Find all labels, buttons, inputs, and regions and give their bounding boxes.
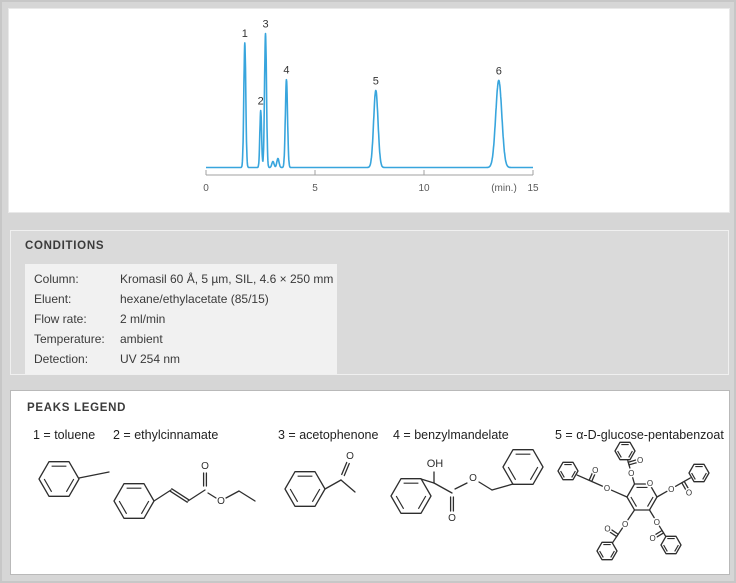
condition-label: Column: (34, 272, 79, 286)
svg-text:O: O (647, 479, 653, 488)
svg-text:O: O (448, 513, 456, 524)
svg-text:O: O (637, 456, 643, 465)
legend-item-label: 5 = α-D-glucose-pentabenzoat (555, 428, 724, 442)
x-tick-label: 0 (203, 183, 209, 194)
svg-text:O: O (346, 451, 354, 462)
conditions-table: Column: Kromasil 60 Å, 5 µm, SIL, 4.6 × … (25, 264, 337, 374)
svg-text:O: O (686, 489, 692, 498)
condition-value: UV 254 nm (120, 352, 181, 366)
svg-text:O: O (592, 466, 598, 475)
condition-label: Detection: (34, 352, 89, 366)
peak-number-label: 2 (258, 96, 264, 108)
svg-text:O: O (201, 461, 209, 472)
toluene-structure (38, 461, 110, 497)
peaks-legend-title: PEAKS LEGEND (27, 402, 127, 414)
svg-text:O: O (604, 525, 610, 534)
svg-text:OH: OH (427, 458, 444, 470)
table-row: Temperature: ambient (25, 329, 337, 349)
peak-number-label: 4 (283, 65, 289, 77)
svg-text:O: O (668, 485, 674, 494)
condition-label: Eluent: (34, 292, 72, 306)
legend-item-label: 2 = ethylcinnamate (113, 428, 219, 442)
condition-value: Kromasil 60 Å, 5 µm, SIL, 4.6 × 250 mm (120, 272, 334, 286)
conditions-panel: CONDITIONS Column: Kromasil 60 Å, 5 µm, … (10, 230, 729, 375)
table-row: Eluent: hexane/ethylacetate (85/15) (25, 289, 337, 309)
legend-item-label: 3 = acetophenone (278, 428, 379, 442)
legend-item-label: 1 = toluene (33, 428, 96, 442)
chromatogram-chart: 0 5 10 15 (min.) 1 2 3 4 5 6 (203, 19, 539, 195)
x-axis-unit-label: (min.) (491, 183, 517, 194)
benzylmandelate-structure: OH O O (390, 449, 544, 526)
peak-number-label: 5 (373, 75, 379, 87)
svg-text:O: O (654, 518, 660, 527)
x-tick-label: 10 (418, 183, 430, 194)
ethylcinnamate-structure: OO (113, 460, 256, 519)
condition-value: hexane/ethylacetate (85/15) (120, 292, 269, 306)
peaks-legend-panel: PEAKS LEGEND 1 = toluene 2 = ethylcinnam… (10, 390, 730, 575)
svg-text:O: O (622, 520, 628, 529)
legend-item-label: 4 = benzylmandelate (393, 428, 509, 442)
condition-value: 2 ml/min (120, 312, 166, 326)
x-tick-label: 15 (527, 183, 539, 194)
svg-text:O: O (469, 473, 477, 484)
svg-text:O: O (649, 534, 655, 543)
peak-number-label: 6 (496, 65, 502, 77)
x-tick-label: 5 (312, 183, 318, 194)
chromatogram-panel: 0 5 10 15 (min.) 1 2 3 4 5 6 (8, 8, 730, 213)
condition-label: Flow rate: (34, 312, 87, 326)
svg-text:O: O (604, 484, 610, 493)
table-row: Detection: UV 254 nm (25, 349, 337, 369)
acetophenone-structure: O (284, 450, 356, 507)
chromatogram-trace (205, 32, 534, 169)
condition-label: Temperature: (34, 332, 105, 346)
svg-text:O: O (628, 469, 634, 478)
table-row: Flow rate: 2 ml/min (25, 309, 337, 329)
svg-text:O: O (217, 496, 225, 507)
table-row: Column: Kromasil 60 Å, 5 µm, SIL, 4.6 × … (25, 269, 337, 289)
peak-number-label: 3 (262, 19, 268, 31)
condition-value: ambient (120, 332, 163, 346)
conditions-title: CONDITIONS (25, 240, 105, 252)
peak-number-label: 1 (242, 28, 248, 40)
